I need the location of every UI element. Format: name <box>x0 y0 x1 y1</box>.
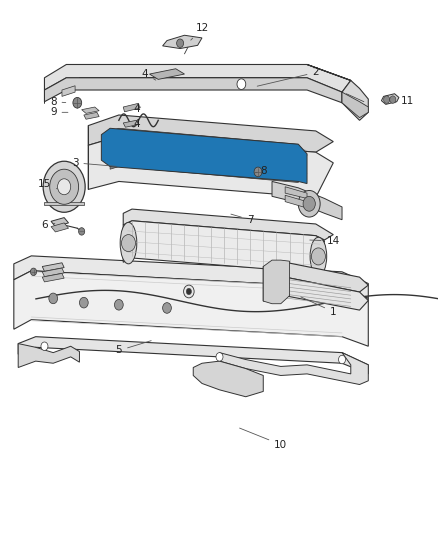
Polygon shape <box>42 268 64 277</box>
Polygon shape <box>44 78 341 103</box>
Text: 8: 8 <box>254 166 266 176</box>
Circle shape <box>183 285 194 298</box>
Text: 1: 1 <box>300 297 336 317</box>
Circle shape <box>186 288 191 295</box>
Circle shape <box>49 169 78 204</box>
Polygon shape <box>14 271 367 346</box>
Ellipse shape <box>309 237 326 276</box>
Text: 15: 15 <box>38 179 57 189</box>
Polygon shape <box>263 260 289 304</box>
Polygon shape <box>123 120 138 127</box>
Polygon shape <box>123 209 332 240</box>
Polygon shape <box>44 64 350 92</box>
Polygon shape <box>88 115 332 152</box>
Polygon shape <box>84 112 99 119</box>
Circle shape <box>176 39 183 47</box>
Circle shape <box>311 248 325 265</box>
Circle shape <box>389 96 395 103</box>
Polygon shape <box>381 94 398 104</box>
Circle shape <box>114 300 123 310</box>
Polygon shape <box>42 273 64 282</box>
Text: 2: 2 <box>257 68 318 86</box>
Text: 4: 4 <box>133 119 139 129</box>
Polygon shape <box>62 86 75 96</box>
Text: 7: 7 <box>230 214 253 225</box>
Polygon shape <box>51 217 68 227</box>
Polygon shape <box>14 256 367 298</box>
Circle shape <box>49 293 57 304</box>
Polygon shape <box>44 201 84 205</box>
Circle shape <box>162 303 171 313</box>
Circle shape <box>79 297 88 308</box>
Circle shape <box>215 353 223 361</box>
Polygon shape <box>162 35 201 49</box>
Polygon shape <box>263 277 367 310</box>
Polygon shape <box>149 69 184 79</box>
Polygon shape <box>110 128 306 182</box>
Text: 3: 3 <box>71 158 116 168</box>
Circle shape <box>254 167 261 176</box>
Polygon shape <box>51 223 68 232</box>
Circle shape <box>78 228 85 235</box>
Circle shape <box>302 196 314 211</box>
Polygon shape <box>193 361 263 397</box>
Circle shape <box>73 98 81 108</box>
Circle shape <box>57 179 71 195</box>
Text: 9: 9 <box>50 107 68 117</box>
Text: 4: 4 <box>141 69 155 80</box>
Polygon shape <box>42 263 64 271</box>
Circle shape <box>43 161 85 212</box>
Text: 8: 8 <box>50 96 66 107</box>
Polygon shape <box>81 107 99 114</box>
Polygon shape <box>18 337 367 374</box>
Polygon shape <box>306 64 367 120</box>
Polygon shape <box>285 195 306 208</box>
Circle shape <box>297 190 319 217</box>
Text: 12: 12 <box>191 23 208 40</box>
Text: 4: 4 <box>133 104 141 114</box>
Circle shape <box>121 235 135 252</box>
Polygon shape <box>123 103 140 112</box>
Circle shape <box>338 356 345 364</box>
Polygon shape <box>341 92 367 118</box>
Polygon shape <box>285 187 306 198</box>
Polygon shape <box>272 181 341 220</box>
Ellipse shape <box>120 222 137 264</box>
Circle shape <box>41 342 48 351</box>
Polygon shape <box>123 221 324 273</box>
Polygon shape <box>219 353 367 384</box>
Circle shape <box>30 268 36 276</box>
Polygon shape <box>18 344 79 368</box>
Polygon shape <box>101 128 306 183</box>
Text: 10: 10 <box>239 428 287 450</box>
Circle shape <box>383 96 389 103</box>
Text: 5: 5 <box>115 341 151 356</box>
Text: 6: 6 <box>41 220 55 230</box>
Circle shape <box>237 79 245 90</box>
Text: 11: 11 <box>394 95 413 106</box>
Text: 14: 14 <box>309 236 339 246</box>
Polygon shape <box>88 136 332 197</box>
Polygon shape <box>263 262 367 292</box>
